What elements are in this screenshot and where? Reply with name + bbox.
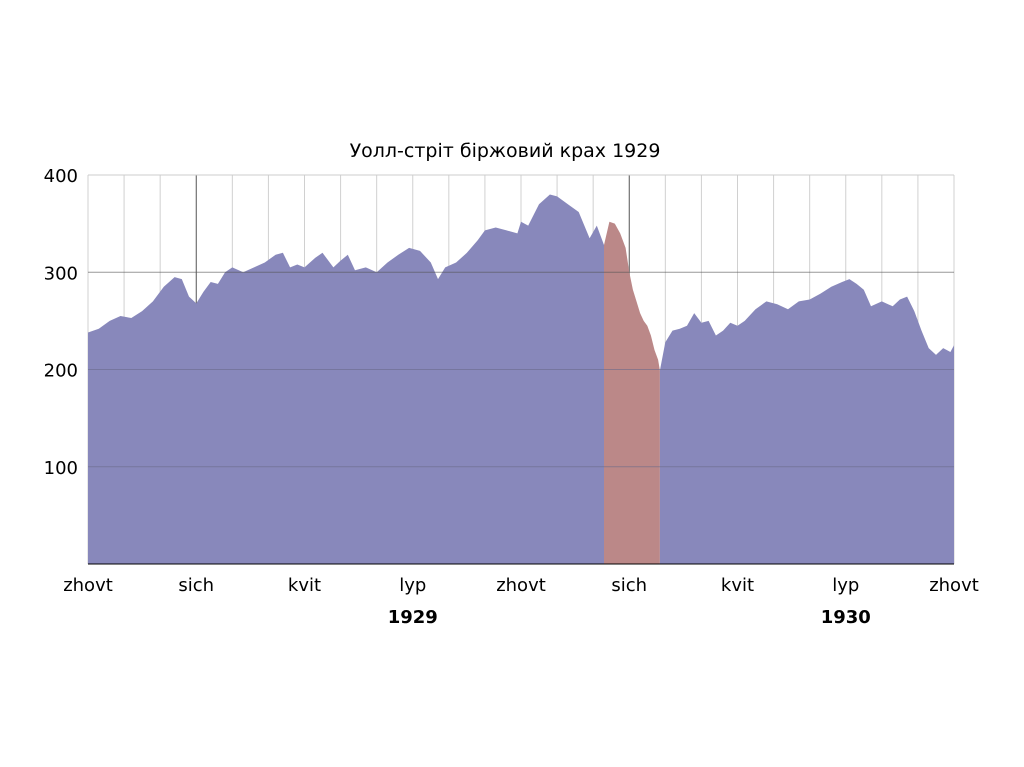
crash-period-area <box>604 221 660 564</box>
x-tick-label: sich <box>611 575 647 596</box>
year-label: 1929 <box>388 607 438 628</box>
y-tick-label: 100 <box>44 458 78 479</box>
y-tick-label: 400 <box>44 166 78 187</box>
x-tick-label: zhovt <box>496 575 546 596</box>
y-grid-lines <box>88 174 954 468</box>
x-tick-label: zhovt <box>929 575 979 596</box>
x-tick-label: zhovt <box>63 575 113 596</box>
y-tick-label: 200 <box>44 361 78 382</box>
index-area-segment-0 <box>88 194 604 564</box>
y-tick-label: 300 <box>44 263 78 284</box>
x-tick-label: sich <box>178 575 214 596</box>
chart-title: Уолл-стріт біржовий крах 1929 <box>350 140 661 162</box>
x-tick-label: lyp <box>399 575 426 596</box>
y-tick-labels: 100 200 300 400 <box>44 166 78 479</box>
x-tick-label: lyp <box>832 575 859 596</box>
index-area-segment-2 <box>659 279 954 564</box>
price-areas <box>88 194 954 564</box>
x-tick-label: kvit <box>288 575 321 596</box>
x-tick-labels: zhovt sich kvit lyp zhovt sich kvit lyp zhovt <box>63 575 979 596</box>
x-tick-label: kvit <box>721 575 754 596</box>
year-label: 1930 <box>821 607 871 628</box>
year-labels: 1929 1930 <box>388 607 871 628</box>
